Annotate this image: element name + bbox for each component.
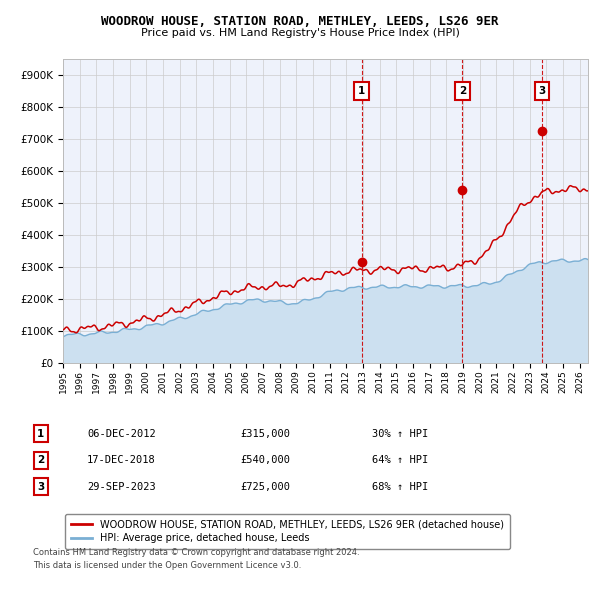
Text: 3: 3: [37, 482, 44, 491]
Text: 1: 1: [37, 429, 44, 438]
Text: Contains HM Land Registry data © Crown copyright and database right 2024.: Contains HM Land Registry data © Crown c…: [33, 548, 359, 556]
Text: 64% ↑ HPI: 64% ↑ HPI: [372, 455, 428, 465]
Text: 3: 3: [539, 86, 546, 96]
Text: £725,000: £725,000: [240, 482, 290, 491]
Text: 68% ↑ HPI: 68% ↑ HPI: [372, 482, 428, 491]
Text: WOODROW HOUSE, STATION ROAD, METHLEY, LEEDS, LS26 9ER: WOODROW HOUSE, STATION ROAD, METHLEY, LE…: [101, 15, 499, 28]
Text: £315,000: £315,000: [240, 429, 290, 438]
Legend: WOODROW HOUSE, STATION ROAD, METHLEY, LEEDS, LS26 9ER (detached house), HPI: Ave: WOODROW HOUSE, STATION ROAD, METHLEY, LE…: [65, 513, 510, 549]
Text: £540,000: £540,000: [240, 455, 290, 465]
Text: 1: 1: [358, 86, 365, 96]
Text: 2: 2: [37, 455, 44, 465]
Text: 06-DEC-2012: 06-DEC-2012: [87, 429, 156, 438]
Text: Price paid vs. HM Land Registry's House Price Index (HPI): Price paid vs. HM Land Registry's House …: [140, 28, 460, 38]
Text: 29-SEP-2023: 29-SEP-2023: [87, 482, 156, 491]
Text: 2: 2: [459, 86, 466, 96]
Text: This data is licensed under the Open Government Licence v3.0.: This data is licensed under the Open Gov…: [33, 560, 301, 569]
Text: 17-DEC-2018: 17-DEC-2018: [87, 455, 156, 465]
Text: 30% ↑ HPI: 30% ↑ HPI: [372, 429, 428, 438]
